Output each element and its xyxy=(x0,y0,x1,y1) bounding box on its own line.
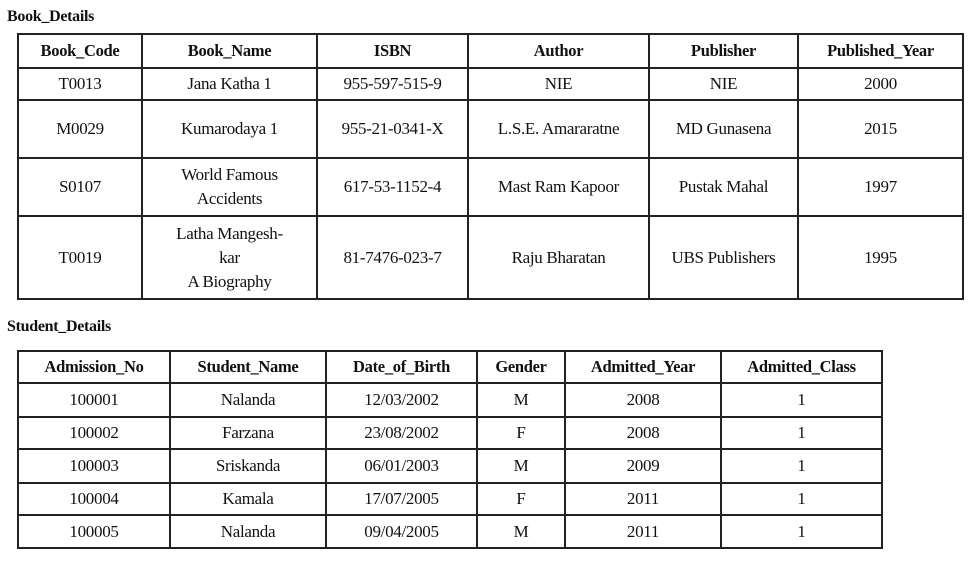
table-cell: 1997 xyxy=(797,157,964,217)
table-cell: F xyxy=(476,416,566,450)
table-cell: L.S.E. Amararatne xyxy=(467,99,650,159)
table-cell: 81-7476-023-7 xyxy=(316,215,469,300)
table-row: 100004 Kamala 17/07/2005 F 2011 1 xyxy=(17,482,883,516)
table-row: 100003 Sriskanda 06/01/2003 M 2009 1 xyxy=(17,448,883,484)
table-cell: Mast Ram Kapoor xyxy=(467,157,650,217)
table-cell: 955-21-0341-X xyxy=(316,99,469,159)
column-header: Admission_No xyxy=(17,350,171,384)
table-cell: 2011 xyxy=(564,482,722,516)
table-cell: Pustak Mahal xyxy=(648,157,799,217)
table-header-row: Admission_No Student_Name Date_of_Birth Gen… xyxy=(17,350,883,384)
table-cell: MD Gunasena xyxy=(648,99,799,159)
table-cell: 2011 xyxy=(564,514,722,549)
table-cell: World Famous Accidents xyxy=(141,157,318,217)
table-cell: M xyxy=(476,514,566,549)
table-cell: 100005 xyxy=(17,514,171,549)
student-details-title: Student_Details xyxy=(7,318,111,335)
table-cell: M xyxy=(476,448,566,484)
table-row: 100002 Farzana 23/08/2002 F 2008 1 xyxy=(17,416,883,450)
table-cell: T0013 xyxy=(17,67,143,101)
table-cell: 955-597-515-9 xyxy=(316,67,469,101)
table-cell: 100003 xyxy=(17,448,171,484)
table-cell: 2008 xyxy=(564,382,722,418)
column-header: Book_Name xyxy=(141,33,318,69)
book-details-table: Book_Code Book_Name ISBN Author Publisher Pub… xyxy=(17,33,964,300)
column-header: Date_of_Birth xyxy=(325,350,478,384)
table-cell: 2009 xyxy=(564,448,722,484)
column-header: Published_Year xyxy=(797,33,964,69)
table-cell: 100004 xyxy=(17,482,171,516)
table-cell: F xyxy=(476,482,566,516)
table-cell: 1 xyxy=(720,382,883,418)
table-row: 100001 Nalanda 12/03/2002 M 2008 1 xyxy=(17,382,883,418)
table-row: M0029 Kumarodaya 1 955-21-0341-X L.S.E. Ama… xyxy=(17,99,964,159)
table-row: T0013 Jana Katha 1 955-597-515-9 NIE NIE 2000 xyxy=(17,67,964,101)
column-header: Book_Code xyxy=(17,33,143,69)
table-cell: Latha Mangesh- kar A Biography xyxy=(141,215,318,300)
table-cell: 23/08/2002 xyxy=(325,416,478,450)
table-cell: M0029 xyxy=(17,99,143,159)
table-row: T0019 Latha Mangesh- kar A Biography 81-74… xyxy=(17,215,964,300)
table-cell: M xyxy=(476,382,566,418)
table-cell: Sriskanda xyxy=(169,448,327,484)
table-cell: 17/07/2005 xyxy=(325,482,478,516)
table-cell: 12/03/2002 xyxy=(325,382,478,418)
table-cell: S0107 xyxy=(17,157,143,217)
table-cell: 1 xyxy=(720,448,883,484)
table-cell: 617-53-1152-4 xyxy=(316,157,469,217)
column-header: Admitted_Class xyxy=(720,350,883,384)
table-cell: 100001 xyxy=(17,382,171,418)
table-cell: Kumarodaya 1 xyxy=(141,99,318,159)
table-cell: Farzana xyxy=(169,416,327,450)
table-cell: 09/04/2005 xyxy=(325,514,478,549)
table-cell: Nalanda xyxy=(169,514,327,549)
column-header: Publisher xyxy=(648,33,799,69)
table-cell: 06/01/2003 xyxy=(325,448,478,484)
table-cell: 1 xyxy=(720,514,883,549)
table-cell: 2000 xyxy=(797,67,964,101)
column-header: Admitted_Year xyxy=(564,350,722,384)
column-header: Author xyxy=(467,33,650,69)
table-cell: 100002 xyxy=(17,416,171,450)
table-row: 100005 Nalanda 09/04/2005 M 2011 1 xyxy=(17,514,883,549)
table-row: S0107 World Famous Accidents 617-53-1152-4… xyxy=(17,157,964,217)
table-cell: 1995 xyxy=(797,215,964,300)
table-header-row: Book_Code Book_Name ISBN Author Publisher Pub… xyxy=(17,33,964,69)
column-header: Student_Name xyxy=(169,350,327,384)
column-header: Gender xyxy=(476,350,566,384)
table-cell: Kamala xyxy=(169,482,327,516)
table-cell: Jana Katha 1 xyxy=(141,67,318,101)
table-cell: 2008 xyxy=(564,416,722,450)
table-cell: NIE xyxy=(648,67,799,101)
book-details-title: Book_Details xyxy=(7,8,95,25)
table-cell: 2015 xyxy=(797,99,964,159)
table-cell: 1 xyxy=(720,416,883,450)
table-cell: NIE xyxy=(467,67,650,101)
table-cell: UBS Publishers xyxy=(648,215,799,300)
table-cell: Raju Bharatan xyxy=(467,215,650,300)
table-cell: T0019 xyxy=(17,215,143,300)
column-header: ISBN xyxy=(316,33,469,69)
student-details-table: Admission_No Student_Name Date_of_Birth Gen… xyxy=(17,350,883,549)
table-cell: 1 xyxy=(720,482,883,516)
table-cell: Nalanda xyxy=(169,382,327,418)
